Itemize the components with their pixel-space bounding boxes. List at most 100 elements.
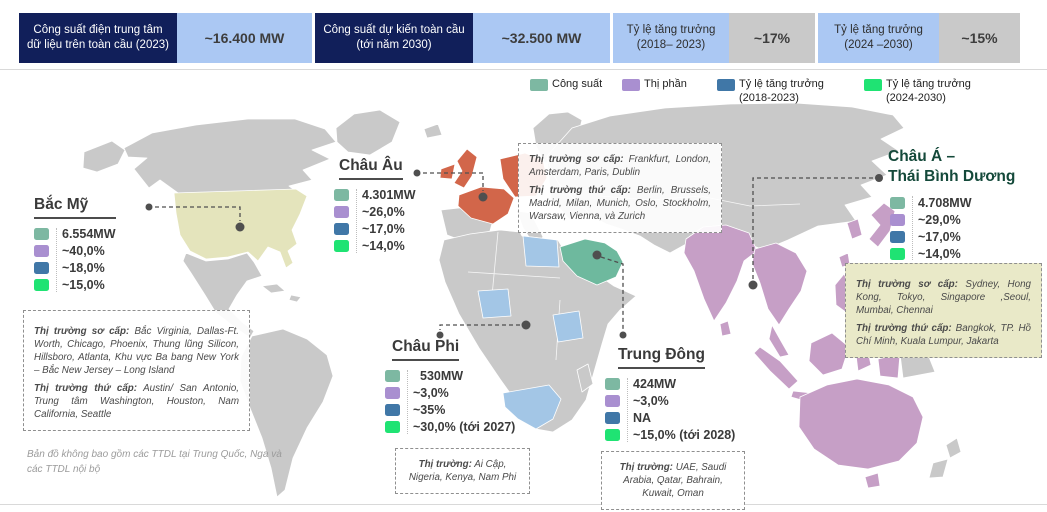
growth-2018-2023-swatch: [34, 262, 49, 275]
primary-markets: Thị trường sơ cấp: Bắc Virginia, Dallas-…: [34, 326, 239, 377]
growth-2024-2030-swatch: [334, 240, 349, 253]
stat-capacity: 530MW: [385, 368, 515, 385]
region-title: Trung Đông: [618, 346, 705, 369]
map-region-africa-markets: [477, 235, 584, 430]
market-share-swatch: [334, 206, 349, 219]
region-asia-pacific: Châu Á – Thái Bình Dương 4.708MW ~29,0% …: [888, 147, 1015, 262]
stat-market-share: ~26,0%: [334, 204, 416, 221]
secondary-markets: Thị trường thứ cấp: Berlin, Brussels, Ma…: [529, 185, 712, 223]
kpi-growth-2024-2030-value: ~15%: [939, 13, 1020, 63]
stat-growth-2018-2023: ~18,0%: [34, 260, 116, 277]
capacity-swatch: [385, 370, 400, 383]
region-title: Châu Âu: [339, 157, 403, 180]
map-region-middle-east: [559, 238, 624, 286]
note-africa-markets: Thị trường: Ai Cập, Nigeria, Kenya, Nam …: [395, 448, 530, 495]
primary-markets: Thị trường sơ cấp: Frankfurt, London, Am…: [529, 154, 711, 179]
legend-label: Tỷ lệ tăng trưởng: [886, 78, 971, 90]
region-europe: Châu Âu 4.301MW ~26,0% ~17,0% ~14,0%: [334, 157, 416, 255]
stat-market-share: ~3,0%: [385, 385, 515, 402]
stat-capacity: 6.554MW: [34, 226, 116, 243]
stat-capacity: 4.708MW: [890, 194, 1015, 211]
capacity-swatch: [605, 378, 620, 391]
markets: Thị trường: UAE, Saudi Arabia, Qatar, Ba…: [619, 462, 727, 500]
leader-lines: [155, 172, 873, 330]
region-stats: 6.554MW ~40,0% ~18,0% ~15,0%: [34, 226, 116, 294]
stat-market-share: ~40,0%: [34, 243, 116, 260]
stat-growth-2024-2030: ~14,0%: [334, 238, 416, 255]
region-title: Bắc Mỹ: [34, 196, 117, 219]
stat-growth-2018-2023: ~17,0%: [890, 228, 1015, 245]
market-share-swatch: [605, 395, 620, 408]
note-north-america-markets: Thị trường sơ cấp: Bắc Virginia, Dallas-…: [23, 310, 250, 432]
growth-2024-2030-swatch: [605, 429, 620, 442]
legend-label: Công suất: [552, 78, 603, 90]
note-europe-markets: Thị trường sơ cấp: Frankfurt, London, Am…: [518, 143, 722, 234]
growth-2018-2023-swatch: [334, 223, 349, 236]
growth-2024-2030-swatch: [385, 421, 400, 434]
stat-growth-2024-2030: ~30,0% (tới 2027): [385, 419, 515, 436]
region-africa: Châu Phi 530MW ~3,0% ~35% ~30,0% (tới 20…: [385, 338, 515, 436]
growth-2024-2030-swatch: [34, 279, 49, 292]
stat-market-share: ~3,0%: [605, 393, 735, 410]
region-title-line2: Thái Bình Dương: [888, 168, 1016, 185]
stat-growth-2018-2023: NA: [605, 410, 735, 427]
stat-growth-2018-2023: ~17,0%: [334, 221, 416, 238]
kpi-capacity-2030-label: Công suất dự kiến toàn cầu (tới năm 2030…: [315, 13, 473, 63]
market-share-swatch: [34, 245, 49, 258]
primary-markets: Thị trường sơ cấp: Sydney, Hong Kong, To…: [856, 279, 1031, 317]
markets: Thị trường: Ai Cập, Nigeria, Kenya, Nam …: [408, 459, 517, 484]
stat-growth-2024-2030: ~15,0% (tới 2028): [605, 427, 735, 444]
stat-growth-2024-2030: ~14,0%: [890, 245, 1015, 262]
growth-2024-2030-swatch: [864, 79, 882, 91]
legend-label-2: (2024-2030): [886, 91, 946, 104]
capacity-swatch: [334, 189, 349, 202]
growth-2018-2023-swatch: [717, 79, 735, 91]
legend-item-capacity: Công suất: [530, 78, 602, 92]
capacity-swatch: [34, 228, 49, 241]
region-stats: 4.708MW ~29,0% ~17,0% ~14,0%: [890, 194, 1015, 262]
region-title-line1: Châu Á –: [888, 148, 956, 165]
stat-market-share: ~29,0%: [890, 211, 1015, 228]
stat-capacity: 424MW: [605, 376, 735, 393]
kpi-header: Công suất điện trung tâm dữ liệu trên to…: [19, 13, 1020, 63]
leader-dots: [145, 169, 883, 339]
stat-growth-2018-2023: ~35%: [385, 402, 515, 419]
kpi-growth-2018-2023-value: ~17%: [729, 13, 815, 63]
legend-label: Thị phần: [644, 78, 687, 90]
kpi-capacity-2023-value: ~16.400 MW: [177, 13, 312, 63]
kpi-growth-2024-2030-label: Tỷ lệ tăng trưởng (2024 –2030): [818, 13, 939, 63]
region-north-america: Bắc Mỹ 6.554MW ~40,0% ~18,0% ~15,0%: [34, 196, 117, 294]
kpi-growth-2018-2023-label: Tỷ lệ tăng trưởng (2018– 2023): [613, 13, 729, 63]
footer-divider: [0, 504, 1047, 505]
legend-item-growth-2024-2030: Tỷ lệ tăng trưởng (2024-2030): [864, 78, 971, 106]
market-share-swatch: [385, 387, 400, 400]
stat-capacity: 4.301MW: [334, 187, 416, 204]
growth-2018-2023-swatch: [890, 230, 905, 243]
region-title: Châu Phi: [392, 338, 460, 361]
growth-2018-2023-swatch: [385, 404, 400, 417]
secondary-markets: Thị trường thứ cấp: Bangkok, TP. Hồ Chí …: [856, 323, 1032, 348]
region-stats: 424MW ~3,0% NA ~15,0% (tới 2028): [605, 376, 735, 444]
legend-label-2: (2018-2023): [739, 91, 799, 104]
note-middle-east-markets: Thị trường: UAE, Saudi Arabia, Qatar, Ba…: [601, 451, 745, 511]
growth-2024-2030-swatch: [890, 247, 905, 260]
capacity-swatch: [530, 79, 548, 91]
header-divider: [0, 69, 1047, 70]
market-share-swatch: [622, 79, 640, 91]
region-stats: 530MW ~3,0% ~35% ~30,0% (tới 2027): [385, 368, 515, 436]
stat-growth-2024-2030: ~15,0%: [34, 277, 116, 294]
note-apac-markets: Thị trường sơ cấp: Sydney, Hong Kong, To…: [845, 263, 1042, 359]
legend-item-growth-2018-2023: Tỷ lệ tăng trưởng (2018-2023): [717, 78, 824, 106]
capacity-swatch: [890, 196, 905, 209]
region-middle-east: Trung Đông 424MW ~3,0% NA ~15,0% (tới 20…: [605, 346, 735, 444]
growth-2018-2023-swatch: [605, 412, 620, 425]
legend-label: Tỷ lệ tăng trưởng: [739, 78, 824, 90]
legend-item-market-share: Thị phần: [622, 78, 687, 92]
kpi-capacity-2030-value: ~32.500 MW: [473, 13, 610, 63]
kpi-capacity-2023-label: Công suất điện trung tâm dữ liệu trên to…: [19, 13, 177, 63]
map-footnote: Bản đồ không bao gồm các TTDL tại Trung …: [27, 449, 282, 475]
region-stats: 4.301MW ~26,0% ~17,0% ~14,0%: [334, 187, 416, 255]
secondary-markets: Thị trường thứ cấp: Austin/ San Antonio,…: [34, 383, 240, 421]
market-share-swatch: [890, 213, 905, 226]
